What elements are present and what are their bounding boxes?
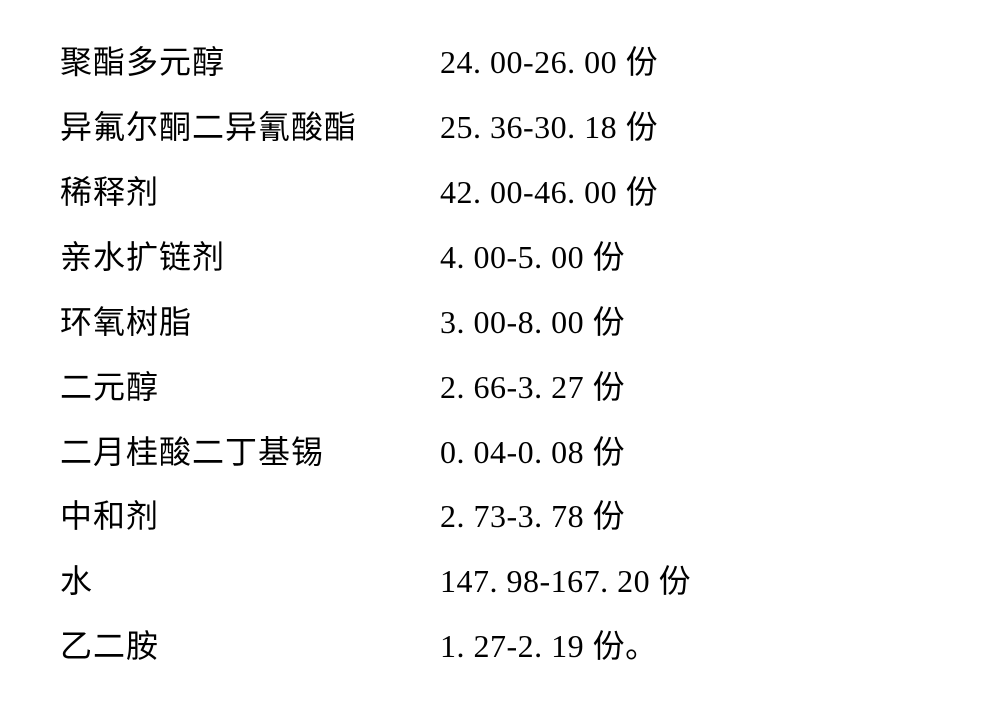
table-row: 亲水扩链剂 4. 00-5. 00 份 bbox=[60, 238, 940, 276]
ingredient-value: 24. 00-26. 00 份 bbox=[440, 43, 658, 81]
table-row: 二月桂酸二丁基锡 0. 04-0. 08 份 bbox=[60, 433, 940, 471]
table-row: 二元醇 2. 66-3. 27 份 bbox=[60, 368, 940, 406]
table-row: 环氧树脂 3. 00-8. 00 份 bbox=[60, 303, 940, 341]
table-row: 中和剂 2. 73-3. 78 份 bbox=[60, 497, 940, 535]
ingredient-value: 3. 00-8. 00 份 bbox=[440, 303, 625, 341]
ingredient-value: 1. 27-2. 19 份。 bbox=[440, 627, 658, 665]
ingredient-label: 水 bbox=[60, 562, 440, 600]
ingredient-label: 异氟尔酮二异氰酸酯 bbox=[60, 108, 440, 146]
ingredient-label: 稀释剂 bbox=[60, 173, 440, 211]
table-row: 乙二胺 1. 27-2. 19 份。 bbox=[60, 627, 940, 665]
ingredient-label: 二月桂酸二丁基锡 bbox=[60, 433, 440, 471]
ingredient-label: 亲水扩链剂 bbox=[60, 238, 440, 276]
table-row: 聚酯多元醇 24. 00-26. 00 份 bbox=[60, 43, 940, 81]
table-row: 稀释剂 42. 00-46. 00 份 bbox=[60, 173, 940, 211]
ingredient-value: 147. 98-167. 20 份 bbox=[440, 562, 691, 600]
ingredient-label: 乙二胺 bbox=[60, 627, 440, 665]
ingredient-value: 2. 66-3. 27 份 bbox=[440, 368, 625, 406]
ingredient-value: 4. 00-5. 00 份 bbox=[440, 238, 625, 276]
ingredient-value: 0. 04-0. 08 份 bbox=[440, 433, 625, 471]
ingredient-value: 42. 00-46. 00 份 bbox=[440, 173, 658, 211]
ingredient-label: 中和剂 bbox=[60, 497, 440, 535]
ingredient-value: 25. 36-30. 18 份 bbox=[440, 108, 658, 146]
ingredient-label: 环氧树脂 bbox=[60, 303, 440, 341]
table-row: 水 147. 98-167. 20 份 bbox=[60, 562, 940, 600]
ingredient-label: 二元醇 bbox=[60, 368, 440, 406]
ingredient-table: 聚酯多元醇 24. 00-26. 00 份 异氟尔酮二异氰酸酯 25. 36-3… bbox=[0, 0, 1000, 709]
ingredient-label: 聚酯多元醇 bbox=[60, 43, 440, 81]
ingredient-value: 2. 73-3. 78 份 bbox=[440, 497, 625, 535]
table-row: 异氟尔酮二异氰酸酯 25. 36-30. 18 份 bbox=[60, 108, 940, 146]
